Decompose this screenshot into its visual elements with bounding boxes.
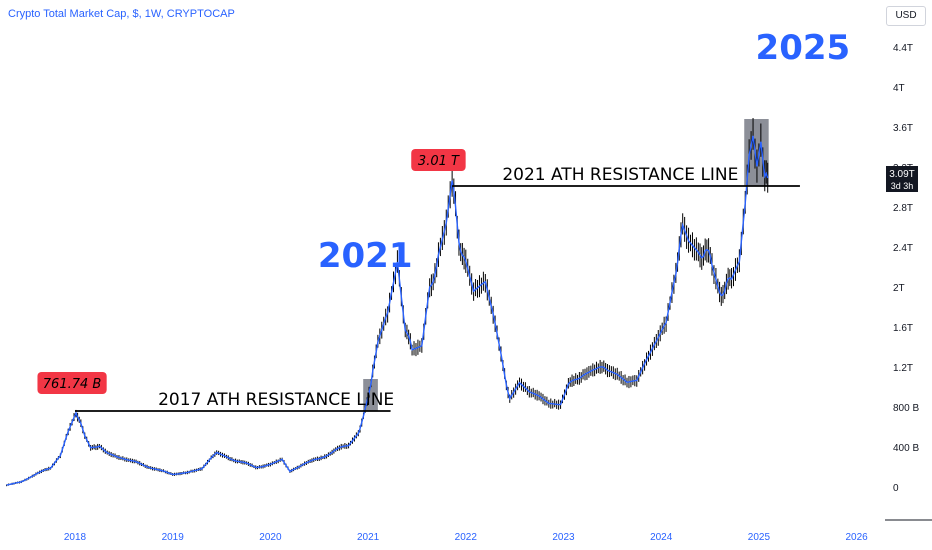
x-tick-label: 2023 [552, 532, 575, 543]
x-tick-label: 2020 [259, 532, 282, 543]
price-tag [886, 166, 918, 192]
y-tick-label: 2.4T [893, 243, 913, 254]
annotations: 761.74 B 3.01 T 2021 2025 [37, 28, 850, 394]
price-series [6, 117, 769, 487]
price-badge-label: 761.74 B [43, 377, 102, 392]
y-tick-label: 1.2T [893, 363, 913, 374]
resistance-label: 2021 ATH RESISTANCE LINE [502, 165, 738, 185]
price-tag-countdown: 3d 3h [891, 181, 914, 191]
price-badge [411, 149, 466, 171]
y-tick-label: 400 B [893, 443, 919, 454]
x-tick-label: 2019 [162, 532, 185, 543]
y-tick-label: 2T [893, 283, 905, 294]
series-line [6, 135, 769, 486]
y-tick-label: 0 [893, 483, 899, 494]
price-tag-value: 3.09T [889, 169, 915, 180]
x-tick-label: 2021 [357, 532, 380, 543]
y-tick-label: 4.4T [893, 43, 913, 54]
y-tick-label: 1.6T [893, 323, 913, 334]
x-tick-label: 2022 [455, 532, 478, 543]
currency-selector[interactable]: USD [886, 6, 926, 26]
y-tick-label: 3.6T [893, 123, 913, 134]
price-badge [37, 372, 107, 394]
resistance-label: 2017 ATH RESISTANCE LINE [158, 390, 394, 410]
x-tick-label: 2018 [64, 532, 87, 543]
year-label: 2021 [318, 236, 413, 276]
x-tick-label: 2026 [845, 532, 868, 543]
chart-title: Crypto Total Market Cap, $, 1W, CRYPTOCA… [8, 8, 235, 20]
price-badge-label: 3.01 T [418, 154, 460, 169]
x-axis[interactable]: 2018 2019 2020 2021 2022 2023 2024 2025 2026 [64, 519, 932, 543]
y-tick-label: 2.8T [893, 203, 913, 214]
y-tick-label: 4T [893, 83, 905, 94]
y-tick-label: 800 B [893, 403, 919, 414]
x-tick-label: 2024 [650, 532, 673, 543]
x-tick-label: 2025 [748, 532, 771, 543]
resistance-lines: 2017 ATH RESISTANCE LINE 2021 ATH RESISTA… [75, 165, 800, 412]
year-label: 2025 [756, 28, 851, 68]
